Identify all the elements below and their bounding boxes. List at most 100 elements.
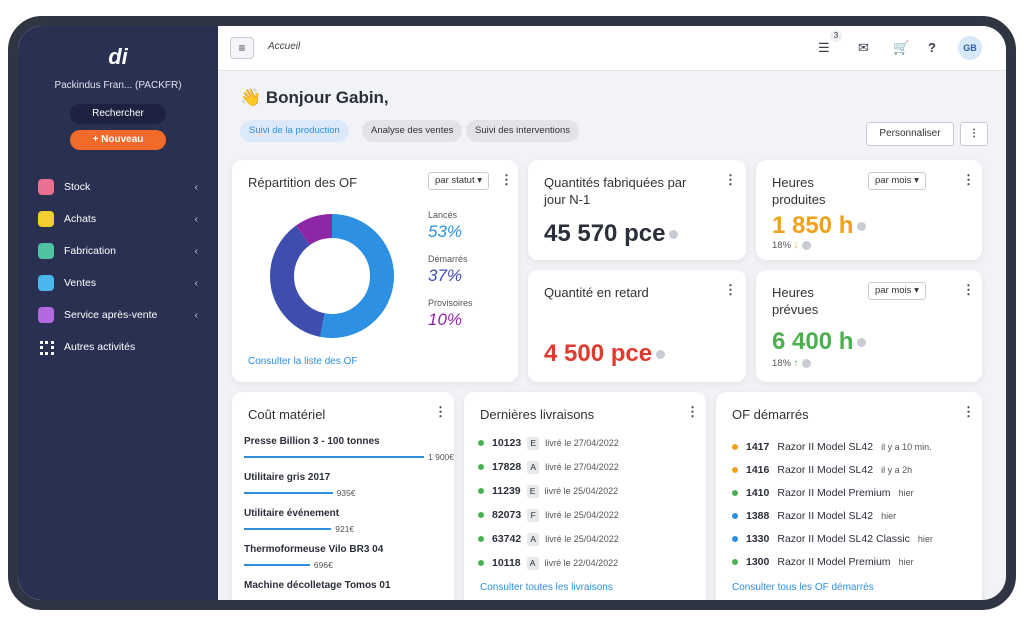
cost-bar — [244, 564, 310, 566]
card-title: Heures produites — [772, 175, 826, 207]
info-icon[interactable] — [656, 350, 666, 360]
of-row[interactable]: 1417 Razor II Model SL42 il y a 10 min. — [732, 436, 932, 458]
of-row[interactable]: 1300 Razor II Model Premium hier — [732, 551, 914, 573]
delivery-date: livré le 22/04/2022 — [544, 558, 619, 568]
menu-item[interactable]: Achats ‹ — [38, 208, 198, 230]
menu-toggle[interactable]: ≡ — [230, 37, 254, 59]
menu-item[interactable]: Ventes ‹ — [38, 272, 198, 294]
menu-item[interactable]: Stock ‹ — [38, 176, 198, 198]
card-menu[interactable]: ⋮ — [686, 404, 699, 419]
device-frame: di Packindus Fran... (PACKFR) Rechercher… — [8, 16, 1016, 610]
cost-label: Machine décolletage Tomos 01 — [244, 580, 391, 591]
of-row[interactable]: 1330 Razor II Model SL42 Classic hier — [732, 528, 933, 550]
company-name[interactable]: Packindus Fran... (PACKFR) — [54, 80, 182, 91]
menu-icon — [38, 275, 54, 291]
of-id: 1330 — [746, 533, 770, 545]
status-dot — [478, 560, 484, 567]
info-icon[interactable] — [802, 358, 812, 368]
card-title: Coût matériel — [248, 407, 326, 422]
status-dot — [732, 559, 738, 566]
delivery-code: E — [527, 437, 540, 450]
tab[interactable]: Analyse des ventes — [362, 120, 463, 142]
card-menu[interactable]: ⋮ — [500, 172, 513, 187]
cost-value: 921€ — [335, 524, 355, 534]
donut-segment — [270, 214, 394, 338]
delivery-date: livré le 25/04/2022 — [544, 486, 619, 496]
greeting: 👋 Bonjour Gabin, — [240, 88, 389, 107]
cart-icon[interactable]: 🛒 — [893, 40, 910, 55]
delivery-code: A — [526, 557, 539, 570]
mail-icon[interactable]: ✉ — [858, 40, 869, 55]
of-row[interactable]: 1410 Razor II Model Premium hier — [732, 482, 914, 504]
of-id: 1388 — [746, 510, 770, 522]
search-button[interactable]: Rechercher — [70, 104, 166, 124]
menu-label: Autres activités — [64, 341, 136, 353]
of-time: hier — [898, 557, 914, 567]
chevron: ‹ — [194, 309, 199, 321]
menu-item[interactable]: Autres activités — [38, 336, 198, 358]
notification-badge: 3 — [830, 30, 842, 42]
card-menu[interactable]: ⋮ — [962, 404, 975, 419]
of-row[interactable]: 1416 Razor II Model SL42 il y a 2h — [732, 459, 912, 481]
donut-chart — [270, 214, 394, 338]
cost-label: Utilitaire gris 2017 — [244, 472, 331, 483]
kpi-value: 4 500 pce — [544, 340, 666, 368]
of-time: hier — [898, 488, 914, 498]
card-menu[interactable]: ⋮ — [962, 282, 975, 297]
filter-select[interactable]: par mois ▾ — [868, 172, 926, 190]
status-dot — [732, 513, 738, 520]
chevron: ‹ — [194, 213, 199, 225]
kpi-text: 1 850 h — [772, 212, 854, 239]
of-time: hier — [881, 511, 897, 521]
of-id: 1416 — [746, 464, 770, 476]
legend-label: Provisoires — [428, 298, 473, 308]
more-button[interactable]: ⋮ — [960, 122, 988, 146]
change-text: 18% — [772, 358, 792, 369]
of-name: Razor II Model SL42 — [777, 510, 874, 522]
trend-arrow: ↑ — [793, 358, 799, 369]
tab[interactable]: Suivi des interventions — [466, 120, 580, 142]
menu-icon — [38, 243, 54, 259]
customize-button[interactable]: Personnaliser — [866, 122, 954, 146]
info-icon[interactable] — [857, 222, 867, 232]
tasks-icon[interactable]: ☰ — [818, 40, 830, 55]
of-list-link[interactable]: Consulter la liste des OF — [248, 356, 358, 367]
info-icon[interactable] — [857, 338, 867, 348]
new-button[interactable]: + Nouveau — [70, 130, 166, 150]
card-menu[interactable]: ⋮ — [962, 172, 975, 187]
filter-select[interactable]: par mois ▾ — [868, 282, 926, 300]
qty-late-card: Quantité en retard ⋮ 4 500 pce — [528, 270, 746, 382]
menu-item[interactable]: Service après-vente ‹ — [38, 304, 198, 326]
menu-item[interactable]: Fabrication ‹ — [38, 240, 198, 262]
legend-label: Démarrés — [428, 254, 468, 264]
menu-icon — [38, 211, 54, 227]
help-icon[interactable]: ? — [928, 40, 936, 55]
delivery-id: 10118 — [492, 557, 521, 569]
of-id: 1300 — [746, 556, 770, 568]
of-row[interactable]: 1388 Razor II Model SL42 hier — [732, 505, 896, 527]
of-started-card: OF démarrés ⋮ Consulter tous les OF déma… — [716, 392, 982, 600]
of-started-link[interactable]: Consulter tous les OF démarrés — [732, 582, 874, 593]
kpi-text: 45 570 pce — [544, 220, 666, 247]
card-menu[interactable]: ⋮ — [724, 172, 737, 187]
deliveries-link[interactable]: Consulter toutes les livraisons — [480, 582, 613, 593]
card-menu[interactable]: ⋮ — [724, 282, 737, 297]
filter-select[interactable]: par statut ▾ — [428, 172, 490, 190]
info-icon[interactable] — [802, 240, 812, 250]
card-menu[interactable]: ⋮ — [434, 404, 447, 419]
avatar[interactable]: GB — [958, 36, 982, 60]
breadcrumb[interactable]: Accueil — [268, 41, 301, 52]
info-icon[interactable] — [669, 230, 679, 240]
of-distribution-card: Répartition des OF par statut ▾ ⋮ Consul… — [232, 160, 518, 382]
tab[interactable]: Suivi de la production — [240, 120, 349, 142]
cost-bar — [244, 528, 332, 530]
kpi-change: 18% ↓ — [772, 240, 812, 251]
menu-icon — [40, 341, 54, 355]
cost-value: 696€ — [313, 560, 333, 570]
